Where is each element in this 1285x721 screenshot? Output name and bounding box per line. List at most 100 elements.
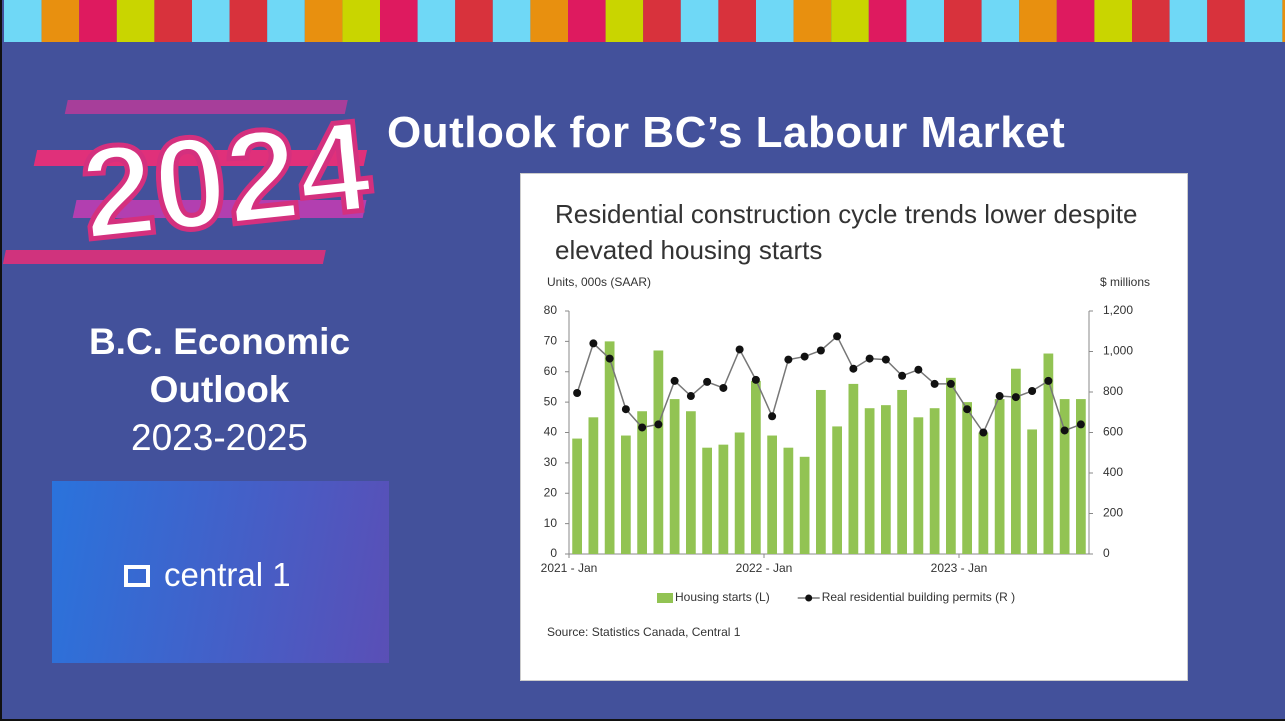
line-marker: [1060, 426, 1069, 435]
line: [576, 335, 1082, 435]
y2-tick-label: 200: [1103, 506, 1123, 520]
line-marker: [849, 364, 858, 373]
stripe-block: [981, 0, 1020, 42]
line-marker: [605, 354, 614, 363]
line-marker: [800, 352, 809, 361]
y2-axis-label: $ millions: [1100, 275, 1150, 289]
stripe-block: [643, 0, 681, 42]
y-tick-label: 20: [544, 485, 558, 499]
stripe-block: [192, 0, 230, 42]
stripe-block: [380, 0, 418, 42]
bar: [994, 399, 1005, 554]
brand: central 1: [124, 556, 291, 594]
bar: [767, 435, 777, 554]
logo-text: 2024: [74, 92, 377, 267]
bar: [621, 435, 631, 554]
line-marker: [914, 365, 923, 374]
brand-name: central 1: [164, 556, 291, 593]
stripe-block: [267, 0, 305, 42]
stripe-block: [530, 0, 568, 42]
stripe-block: [831, 0, 869, 42]
bar: [1076, 399, 1086, 554]
y-tick-label: 70: [544, 334, 558, 348]
line-marker: [654, 420, 663, 429]
stripe-block: [304, 0, 343, 42]
line-marker: [898, 371, 907, 380]
stripe-block: [1056, 0, 1095, 42]
stripe-block: [906, 0, 944, 42]
line-marker: [930, 379, 939, 388]
y-tick-label: 80: [544, 303, 558, 317]
stripe-block: [680, 0, 719, 42]
line-marker: [1028, 386, 1037, 395]
bar: [881, 405, 891, 554]
bar: [864, 408, 875, 554]
y2-tick-label: 1,000: [1103, 344, 1133, 358]
x-tick-label: 2022 - Jan: [736, 561, 793, 575]
stripe-block: [342, 0, 380, 42]
bar: [653, 350, 664, 554]
bar: [832, 426, 842, 554]
bar: [588, 417, 599, 554]
line-marker: [784, 355, 793, 364]
bar: [702, 447, 712, 554]
line-marker: [686, 392, 695, 401]
y-tick-label: 40: [544, 425, 558, 439]
bar: [1043, 353, 1054, 554]
bar: [637, 411, 647, 554]
bar: [718, 444, 729, 554]
bar: [978, 432, 989, 554]
legend-label: Real residential building permits (R ): [822, 590, 1015, 604]
line-marker: [573, 389, 582, 398]
bar: [572, 438, 582, 554]
stripe-block: [4, 0, 42, 42]
y2-tick-label: 1,200: [1103, 303, 1133, 317]
y2-tick-label: 400: [1103, 465, 1123, 479]
bar: [669, 399, 680, 554]
line-marker: [670, 376, 679, 385]
line-marker: [1076, 420, 1085, 429]
line-marker: [703, 377, 712, 386]
stripe-block: [1169, 0, 1208, 42]
stripe-block: [1019, 0, 1057, 42]
legend-swatch: [805, 594, 813, 602]
stripe-block: [1094, 0, 1132, 42]
stripe-block: [492, 0, 531, 42]
stripe-block: [41, 0, 80, 42]
stripe-block: [1282, 0, 1285, 42]
line-marker: [963, 405, 972, 414]
stripe-block: [868, 0, 907, 42]
x-tick-label: 2021 - Jan: [541, 561, 598, 575]
line-marker: [816, 346, 825, 355]
line-marker: [946, 379, 955, 388]
stripe-block: [1207, 0, 1245, 42]
y2-tick-label: 0: [1103, 546, 1110, 560]
line-marker: [751, 375, 760, 384]
line-marker: [768, 412, 777, 421]
y2-tick-label: 800: [1103, 384, 1123, 398]
chart-title: Residential construction cycle trends lo…: [555, 199, 1138, 265]
bar: [1011, 368, 1021, 554]
outlook-title: B.C. Economic Outlook: [88, 321, 351, 410]
outlook-years: 2023-2025: [131, 417, 308, 458]
bar: [816, 389, 826, 554]
stripe-block: [1244, 0, 1283, 42]
y-tick-label: 10: [544, 516, 558, 530]
legend-swatch: [657, 593, 673, 603]
stripe-block: [568, 0, 606, 42]
stripe-block: [455, 0, 493, 42]
stripe-block: [229, 0, 268, 42]
line-marker: [1044, 376, 1053, 385]
bar: [946, 377, 956, 554]
outlook-block: B.C. Economic Outlook 2023-2025: [42, 318, 397, 462]
line-marker: [621, 405, 630, 414]
brand-box: [52, 481, 389, 663]
line-marker: [589, 339, 598, 348]
line-marker: [833, 332, 842, 341]
stripe-block: [116, 0, 155, 42]
x-tick-label: 2023 - Jan: [931, 561, 988, 575]
stripe-block: [756, 0, 794, 42]
